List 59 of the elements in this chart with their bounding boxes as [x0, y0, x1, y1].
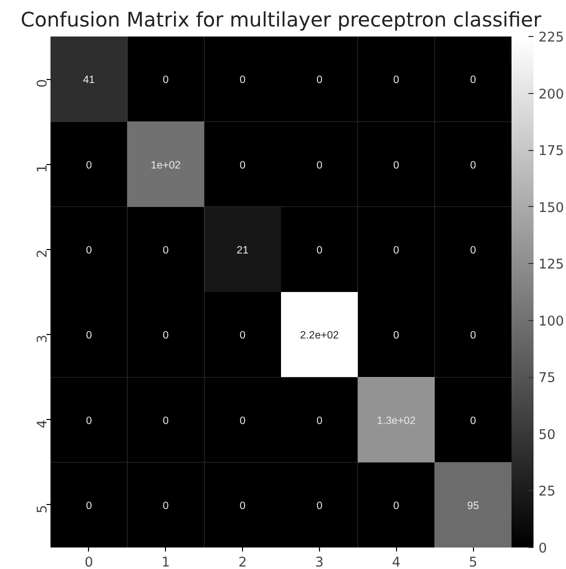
x-tick-label: 1 — [162, 556, 170, 569]
color-bar-label: 150 — [538, 200, 564, 216]
chart-title: Confusion Matrix for multilayer preceptron classifier — [20, 8, 542, 32]
data-label: 0 — [162, 74, 169, 86]
color-bar-label: 225 — [538, 30, 564, 46]
data-label: 0 — [86, 500, 92, 512]
y-tick-label: 3 — [36, 334, 50, 344]
data-label: 0 — [470, 159, 476, 172]
data-label: 0 — [316, 244, 322, 256]
data-label: 0 — [316, 414, 322, 427]
y-tick-label: 4 — [36, 420, 50, 428]
data-label: 0 — [240, 500, 246, 512]
data-label: 0 — [86, 244, 92, 256]
data-label: 0 — [316, 500, 322, 512]
y-tick-label: 2 — [36, 249, 50, 258]
data-label: 0 — [470, 330, 476, 342]
color-bar-label: 25 — [538, 484, 556, 500]
data-label: 0 — [240, 74, 246, 86]
color-bar-label: 50 — [538, 428, 556, 443]
x-tick-label: 3 — [315, 556, 324, 569]
data-label: 41 — [82, 74, 95, 86]
x-tick-label: 5 — [468, 556, 478, 569]
color-bar-label: 125 — [538, 258, 564, 273]
data-label: 0 — [162, 330, 169, 342]
data-label: 0 — [393, 244, 400, 256]
data-label: 0 — [162, 244, 169, 256]
data-label: 0 — [470, 414, 476, 427]
x-tick-label: 0 — [84, 556, 94, 569]
y-tick-label: 0 — [36, 79, 50, 88]
y-tick-label: 1 — [36, 164, 50, 173]
data-label: 0 — [393, 74, 400, 86]
data-label: 1.3e+02 — [376, 414, 416, 427]
data-label: 0 — [470, 74, 476, 86]
data-label: 95 — [467, 500, 480, 512]
data-label: 0 — [393, 330, 400, 342]
color-bar-label: 175 — [538, 144, 564, 160]
data-label: 0 — [162, 414, 169, 427]
color-bar-label: 200 — [538, 87, 564, 102]
data-label: 0 — [162, 500, 169, 512]
data-label: 0 — [86, 159, 92, 172]
color-bar-label: 100 — [538, 314, 564, 330]
data-label: 0 — [86, 414, 92, 427]
data-label: 0 — [240, 330, 246, 342]
x-tick-label: 4 — [392, 556, 400, 569]
data-label: 0 — [86, 330, 92, 342]
y-tick-label: 5 — [36, 504, 50, 514]
data-label: 1e+02 — [150, 159, 181, 172]
data-label: 0 — [240, 414, 246, 427]
data-label: 0 — [316, 159, 322, 172]
data-label: 2.2e+02 — [300, 330, 339, 342]
data-label: 21 — [236, 244, 249, 256]
x-tick-label: 2 — [238, 556, 247, 569]
data-label: 0 — [316, 74, 322, 86]
data-label: 0 — [240, 159, 246, 172]
data-label: 0 — [393, 500, 400, 512]
data-label: 0 — [393, 159, 400, 172]
data-label: 0 — [470, 244, 476, 256]
color-bar-label: 0 — [538, 542, 547, 556]
color-bar-label: 75 — [538, 371, 556, 386]
